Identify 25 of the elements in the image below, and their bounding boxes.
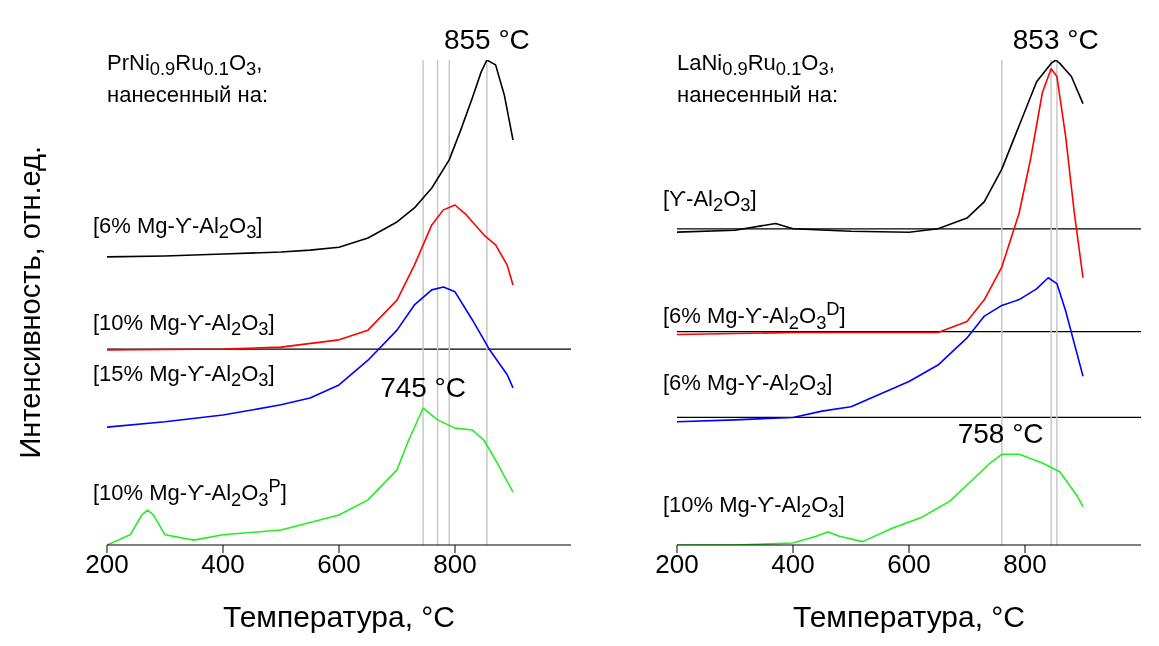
series-label: [6% Mg-ϒ-Al$_{2}$O$_{3}$] — [663, 368, 833, 402]
x-axis-title: Температура, °C — [792, 600, 1026, 633]
series-label: [6% Mg-ϒ-Al$_{2}$O$_{3}$$^{D}$] — [663, 296, 846, 335]
series-label: [6% Mg-ϒ-Al$_{2}$O$_{3}$] — [93, 212, 263, 245]
annotation: LaNi$_{0.9}$Ru$_{0.1}$O$_{3}$, нанесенный на: — [677, 50, 839, 109]
x-tick-label: 400 — [771, 549, 815, 580]
annotation: 745 °C — [379, 372, 468, 405]
x-tick-label: 800 — [433, 549, 477, 580]
series-label: [15% Mg-ϒ-Al$_{2}$O$_{3}$] — [93, 360, 275, 393]
x-tick-label: 800 — [1003, 549, 1047, 580]
annotation: 853 °C — [1011, 24, 1100, 56]
x-tick-label: 600 — [317, 549, 361, 580]
annotation: 855 °C — [442, 24, 531, 56]
series-label: [10% Mg-ϒ-Al$_{2}$O$_{3}$] — [663, 490, 845, 523]
annotation: 758 °C — [956, 418, 1045, 451]
x-tick-label: 200 — [655, 549, 699, 580]
series-label: [ϒ-Al$_{2}$O$_{3}$] — [663, 185, 757, 218]
y-axis-title: Интенсивность, отн.ед. — [13, 146, 47, 459]
x-tick-label: 400 — [201, 549, 245, 580]
x-tick-label: 200 — [85, 549, 129, 580]
annotation: PrNi$_{0.9}$Ru$_{0.1}$O$_{3}$, нанесенный на: — [107, 50, 269, 109]
x-tick-label: 600 — [887, 549, 931, 580]
x-axis-title: Температура, °C — [222, 600, 456, 633]
series-label: [10% Mg-ϒ-Al$_{2}$O$_{3}$$^{P}$] — [93, 474, 287, 512]
series-label: [10% Mg-ϒ-Al$_{2}$O$_{3}$] — [93, 309, 275, 342]
